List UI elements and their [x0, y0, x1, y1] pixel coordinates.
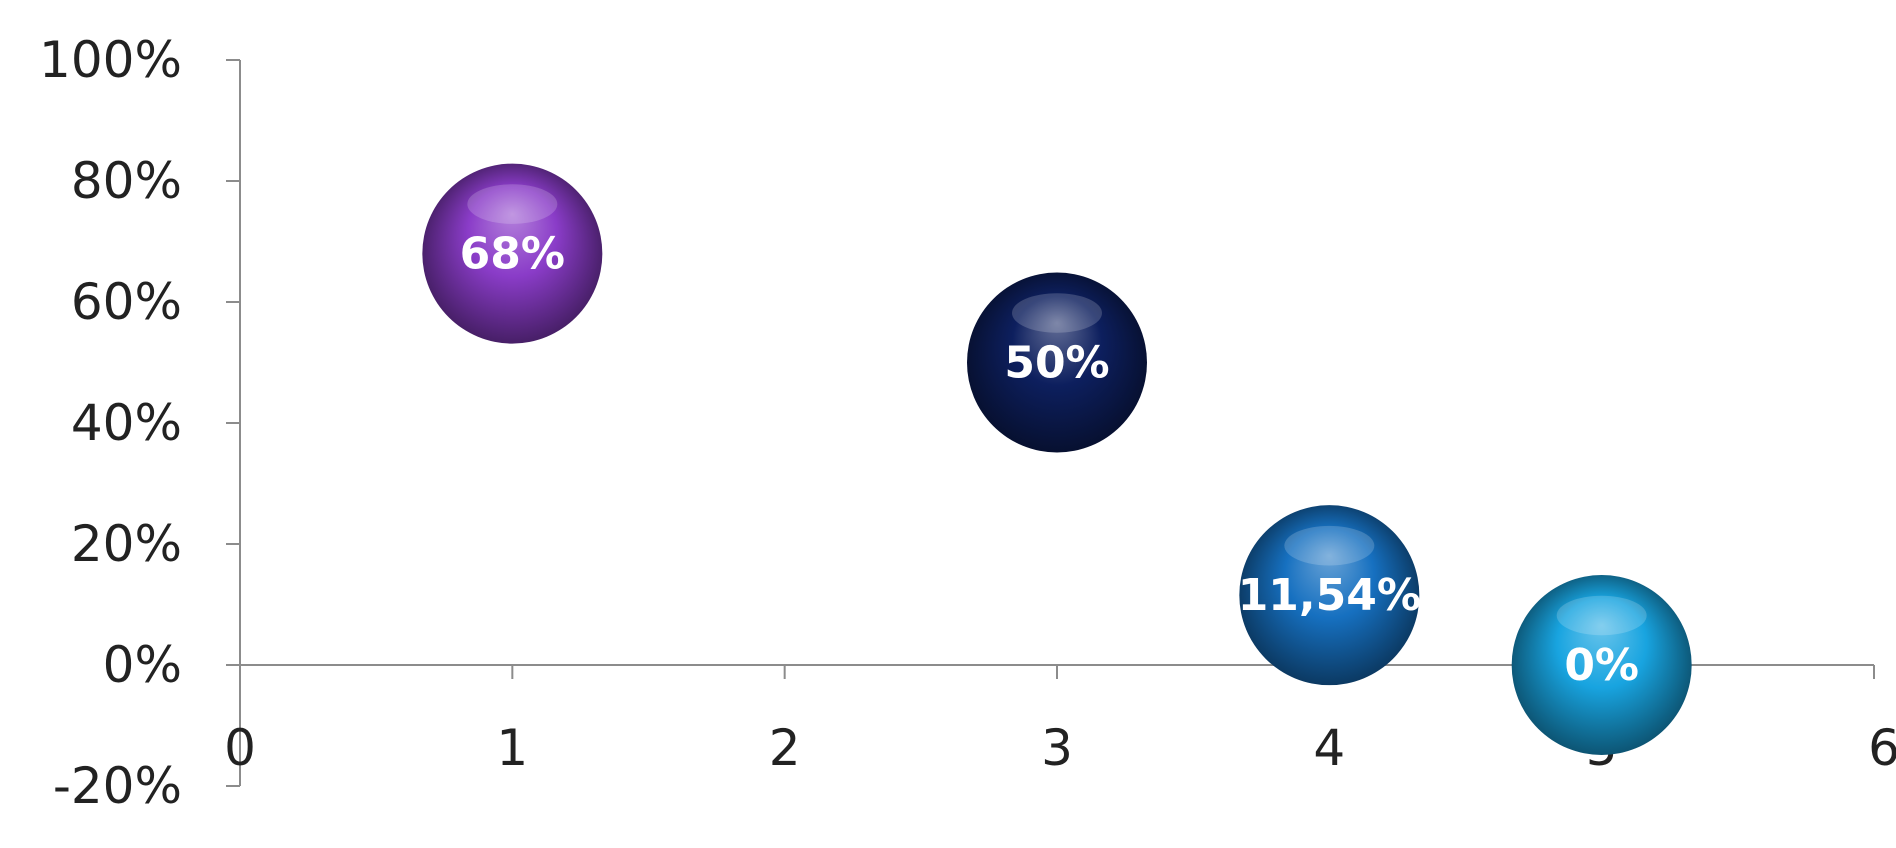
bubble-point — [1239, 505, 1420, 686]
x-tick-label: 6 — [1868, 719, 1896, 777]
bubble-highlight — [1012, 293, 1102, 333]
y-tick-label: 0% — [103, 636, 182, 694]
y-tick-label: 40% — [71, 394, 182, 452]
bubble-series: 68% 50% 11,54% 0% — [422, 163, 1692, 755]
bubble-data-label: 11,54% — [1238, 570, 1421, 621]
bubble-highlight — [1284, 525, 1375, 566]
y-axis-ticks: 100% 80% 60% 40% 20% 0% -20% — [39, 31, 240, 815]
x-tick-label: 4 — [1313, 719, 1345, 777]
y-tick-label: -20% — [53, 757, 182, 815]
x-tick-label: 2 — [769, 719, 801, 777]
x-tick-label: 1 — [496, 719, 528, 777]
bubble-highlight — [467, 184, 558, 224]
bubble-point — [1511, 575, 1692, 755]
y-tick-label: 80% — [71, 152, 182, 210]
bubble-point — [422, 163, 603, 344]
bubble-point — [967, 272, 1147, 453]
bubble-data-label: 50% — [1004, 338, 1109, 389]
bubble-highlight — [1556, 595, 1647, 636]
bubble-data-label: 68% — [460, 229, 565, 280]
y-tick-label: 60% — [71, 273, 182, 331]
bubble-data-label: 0% — [1564, 640, 1639, 691]
x-tick-label: 3 — [1041, 719, 1073, 777]
y-tick-label: 100% — [39, 31, 182, 89]
y-tick-label: 20% — [71, 515, 182, 573]
x-tick-label: 0 — [224, 719, 256, 777]
